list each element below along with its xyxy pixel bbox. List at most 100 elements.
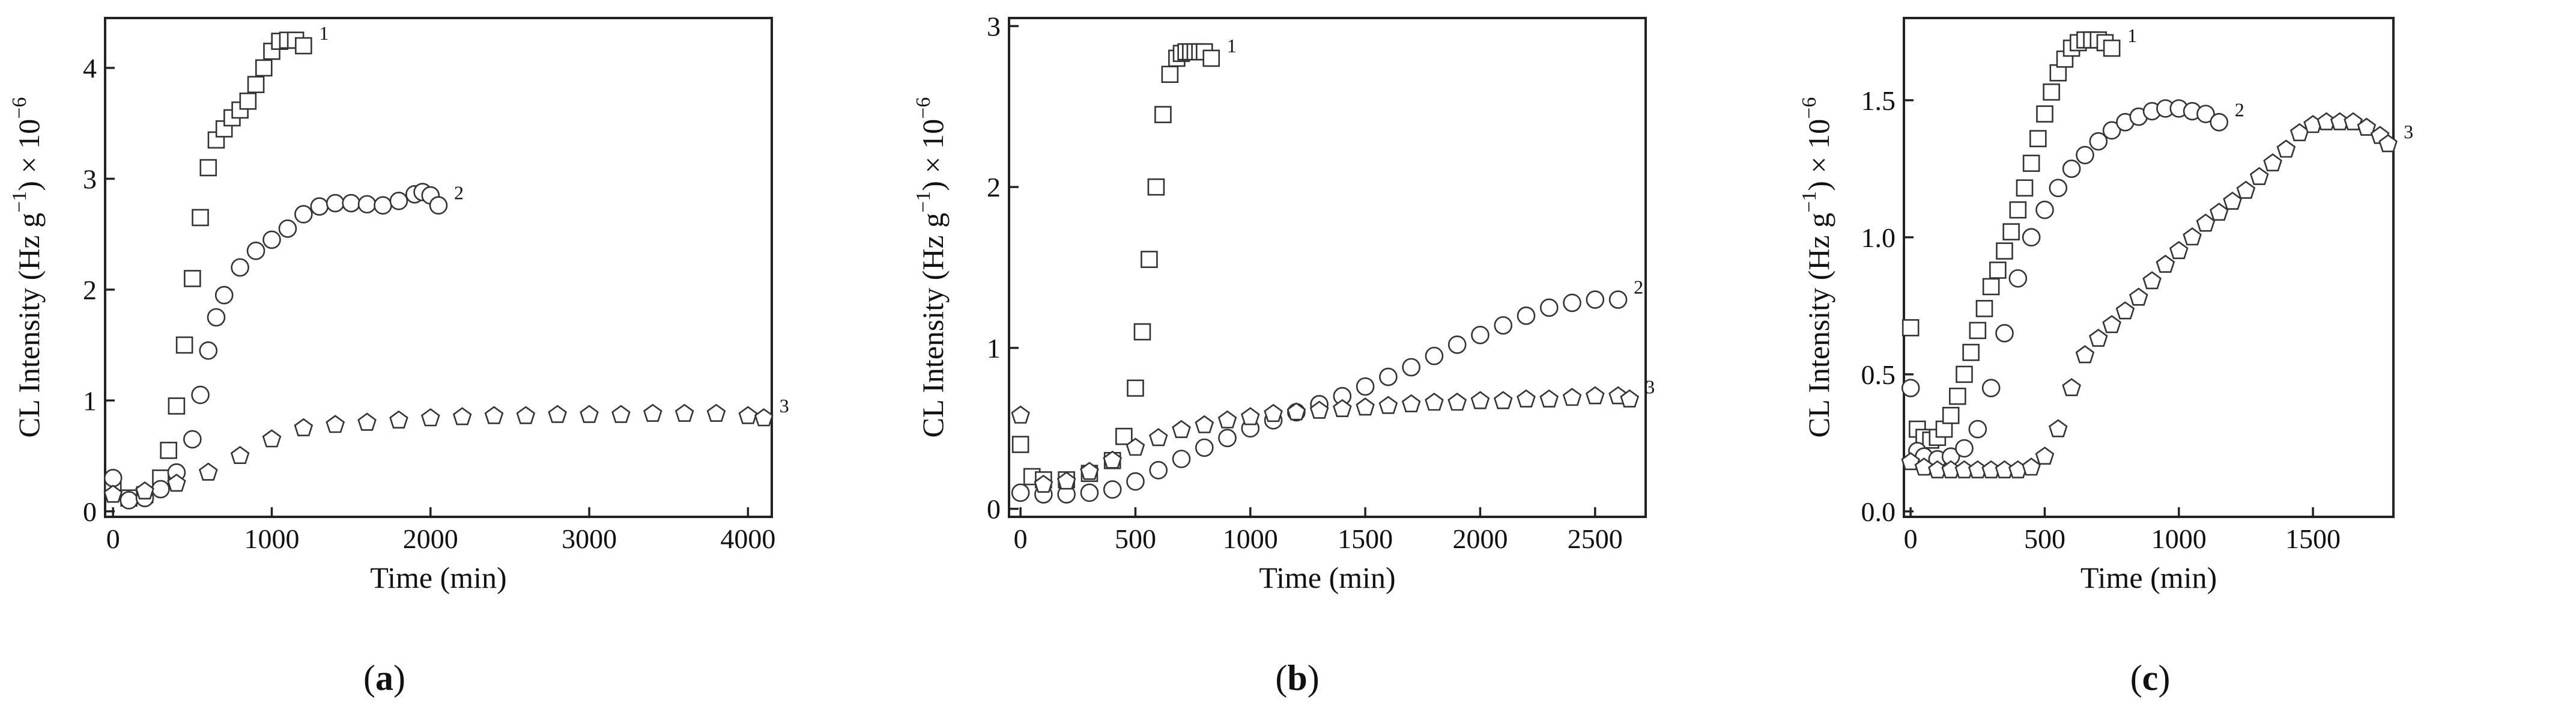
data-point-series-1	[1115, 427, 1133, 445]
data-point-series-3	[1056, 471, 1076, 490]
data-point-series-3	[1264, 403, 1283, 423]
data-point-series-2	[2022, 228, 2041, 247]
data-point-series-1	[2029, 130, 2047, 147]
data-point-series-1	[1975, 300, 1993, 317]
data-point-series-3	[2223, 191, 2242, 210]
data-point-series-2	[1517, 307, 1536, 325]
y-tick-label: 3	[987, 11, 1001, 41]
curve-label-3: 3	[780, 395, 789, 416]
data-point-series-3	[1470, 391, 1490, 409]
data-point-series-2	[389, 192, 408, 210]
data-point-series-3	[2022, 457, 2041, 476]
data-point-series-3	[738, 406, 758, 424]
data-point-series-3	[1401, 394, 1421, 413]
y-axis-label: CL Intensity (Hz g−1) × 10−6	[1798, 97, 1835, 438]
panel-letter: a	[375, 658, 393, 698]
data-point-series-2	[1981, 379, 2001, 397]
data-point-series-2	[1608, 290, 1628, 309]
x-tick-label: 1000	[244, 523, 300, 554]
data-point-series-1	[1942, 406, 1960, 424]
data-point-series-3	[548, 404, 568, 423]
x-tick-label: 1500	[1338, 523, 1393, 554]
data-point-series-3	[674, 403, 694, 422]
y-tick-label: 2	[987, 172, 1001, 203]
data-point-series-3	[706, 403, 726, 422]
panel-letter: c	[2142, 658, 2159, 698]
data-point-series-1	[2016, 179, 2034, 197]
y-tick-label: 0.5	[1861, 359, 1896, 390]
data-point-series-2	[342, 194, 360, 213]
data-point-series-3	[2183, 227, 2202, 246]
data-point-series-3	[2142, 271, 2162, 290]
data-point-series-3	[452, 407, 472, 426]
curve-label-2: 2	[2235, 99, 2244, 120]
data-point-series-2	[1563, 293, 1581, 313]
y-label-ylabel-exp1: −1	[1798, 191, 1820, 213]
data-point-series-1	[1202, 49, 1220, 67]
data-point-series-3	[2048, 419, 2068, 438]
data-point-series-1	[1154, 106, 1172, 123]
data-point-series-1	[1962, 344, 1980, 361]
data-point-series-2	[1011, 483, 1030, 502]
x-tick-label: 0	[1904, 523, 1918, 554]
panel-letter: b	[1287, 658, 1307, 698]
data-point-series-2	[2210, 112, 2229, 132]
data-point-series-2	[103, 469, 123, 487]
data-point-series-3	[262, 429, 282, 448]
data-point-series-2	[214, 285, 234, 305]
data-point-series-1	[255, 59, 273, 77]
y-tick-label: 2	[83, 275, 97, 305]
data-point-series-3	[2035, 447, 2055, 465]
x-tick-label: 2500	[1568, 523, 1623, 554]
data-point-series-3	[2276, 139, 2296, 158]
data-point-series-1	[1996, 242, 2013, 260]
data-point-series-2	[1955, 439, 1974, 458]
y-axis-label: CL Intensity (Hz g−1) × 10−6	[912, 97, 950, 438]
data-point-series-3	[2075, 345, 2095, 364]
data-point-series-2	[1103, 480, 1122, 499]
data-point-series-1	[168, 397, 186, 415]
y-tick-label: 4	[83, 53, 97, 84]
data-point-series-2	[1425, 346, 1444, 365]
panel-b: 0 500 1000 1500 2000 2500 0 1 2 3 Time (min) CL Int…	[912, 11, 1655, 698]
data-point-series-1	[2009, 201, 2027, 219]
curve-label-3: 3	[1645, 376, 1655, 398]
x-tick-label: 0	[106, 523, 120, 554]
data-point-series-2	[1126, 472, 1145, 491]
data-point-series-1	[263, 43, 280, 60]
panel-a: 0 1000 2000 3000 4000 0 1 2 3 4 Time (min) CL Inten…	[8, 17, 789, 698]
data-point-series-1	[1133, 323, 1151, 341]
data-point-series-3	[1356, 397, 1375, 416]
data-point-series-2	[310, 197, 329, 216]
data-point-series-3	[2209, 203, 2229, 221]
data-point-series-3	[1309, 400, 1329, 419]
y-tick-label: 1.0	[1861, 222, 1896, 253]
data-point-series-3	[1148, 428, 1168, 447]
y-label-ylabel-exp1: −1	[912, 191, 935, 213]
series-1	[1902, 31, 2121, 449]
x-axis-label: Time (min)	[370, 561, 506, 594]
data-point-series-2	[246, 242, 265, 260]
y-label-ylabel-exp1: −1	[8, 191, 31, 213]
data-point-series-1	[160, 442, 178, 459]
y-axis-label: CL Intensity (Hz g−1) × 10−6	[8, 97, 46, 438]
data-point-series-2	[199, 341, 218, 360]
data-point-series-2	[183, 430, 202, 449]
data-point-series-2	[1447, 335, 1467, 354]
y-label-ylabel: CL Intensity (Hz g	[916, 213, 950, 438]
x-tick-label: 2000	[403, 523, 458, 554]
data-point-series-3	[2088, 328, 2108, 347]
y-tick-label: 1	[83, 385, 97, 416]
data-point-series-3	[167, 474, 186, 492]
data-point-series-3	[1562, 388, 1582, 406]
x-axis-label: Time (min)	[2080, 561, 2217, 594]
data-point-series-1	[2002, 223, 2020, 241]
data-point-series-3	[516, 406, 536, 424]
data-point-series-3	[1378, 395, 1398, 414]
x-tick-label: 1500	[2285, 523, 2341, 554]
data-point-series-3	[198, 462, 218, 481]
data-point-series-3	[484, 406, 504, 424]
data-point-series-2	[2062, 159, 2081, 178]
data-point-series-3	[326, 415, 345, 433]
svg-text:CL Intensity (Hz g−1) × 10−6: CL Intensity (Hz g−1) × 10−6	[8, 97, 46, 438]
